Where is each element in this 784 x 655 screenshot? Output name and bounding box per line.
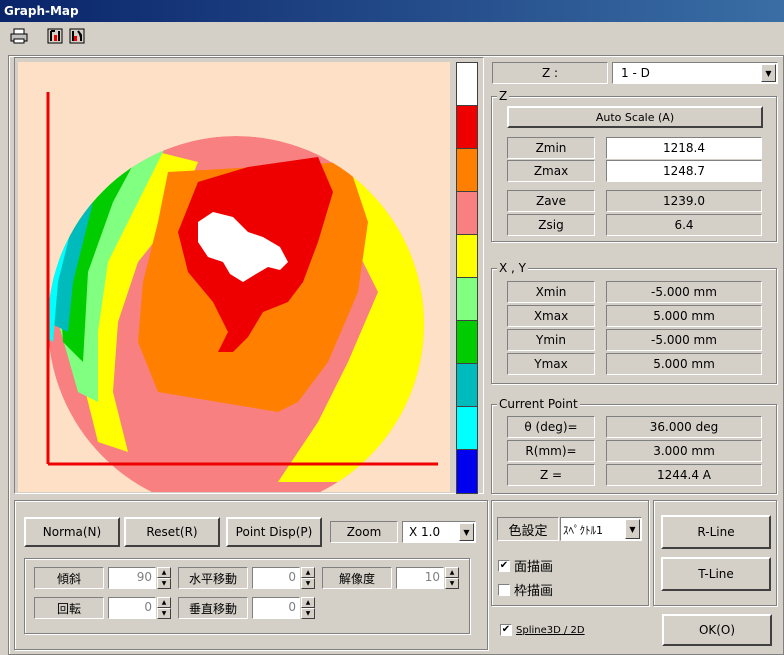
surface-draw-label: 面描画 <box>514 560 554 575</box>
transform-group <box>24 558 470 634</box>
color-swatch <box>457 278 477 321</box>
color-swatch <box>457 106 477 149</box>
zsig-value: 6.4 <box>606 214 762 236</box>
theta-value: 36.000 deg <box>606 416 762 438</box>
zmin-label: Zmin <box>507 137 595 159</box>
color-swatch <box>457 407 477 450</box>
z-select-label: Z : <box>492 62 608 84</box>
xy-group-title: X , Y <box>497 261 528 275</box>
window-title: Graph-Map <box>0 0 784 22</box>
point-disp-button[interactable]: Point Disp(P) <box>226 517 322 547</box>
zave-value: 1239.0 <box>606 190 762 212</box>
resolution-stepper[interactable]: ▲ ▼ <box>445 567 459 589</box>
ymax-label: Ymax <box>507 353 595 375</box>
color-settings-group <box>491 500 649 606</box>
zmin-input[interactable]: 1218.4 <box>606 137 762 159</box>
tilt-label: 傾斜 <box>34 567 104 589</box>
contour-white <box>198 212 288 282</box>
rotate-stepper[interactable]: ▲ ▼ <box>157 597 171 619</box>
color-swatch <box>457 149 477 192</box>
t-line-button[interactable]: T-Line <box>661 557 771 591</box>
tilt-input[interactable]: 90 <box>108 567 156 589</box>
ymin-label: Ymin <box>507 329 595 351</box>
color-swatch <box>457 192 477 235</box>
printer-icon[interactable] <box>8 25 30 47</box>
spline-checkbox[interactable]: ✔ Spline3D / 2D <box>500 624 585 636</box>
color-scheme-value: ｽﾍﾟｸﾄﾙ1 <box>563 524 603 537</box>
xmax-label: Xmax <box>507 305 595 327</box>
xmin-label: Xmin <box>507 281 595 303</box>
z-select-dropdown[interactable]: 1 - D ▼ <box>612 62 778 84</box>
xy-group <box>491 268 777 384</box>
color-settings-label: 色設定 <box>497 517 559 541</box>
tool-icon[interactable] <box>44 25 66 47</box>
xmin-value: -5.000 mm <box>606 281 762 303</box>
check-icon: ✔ <box>498 559 510 572</box>
r-value: 3.000 mm <box>606 440 762 462</box>
chevron-down-icon[interactable]: ▼ <box>761 64 776 82</box>
current-point-group <box>491 404 777 494</box>
zoom-label: Zoom <box>330 521 398 543</box>
r-label: R(mm)= <box>507 440 595 462</box>
surface-draw-checkbox[interactable]: ✔ 面描画 <box>498 556 553 575</box>
ymax-value: 5.000 mm <box>606 353 762 375</box>
tool-settings-icon[interactable] <box>66 25 88 47</box>
theta-label: θ (deg)= <box>507 416 595 438</box>
xmax-value: 5.000 mm <box>606 305 762 327</box>
z-current-value: 1244.4 A <box>606 464 762 486</box>
view-controls-group <box>14 500 488 650</box>
z-group-title: Z <box>497 89 510 103</box>
ok-button[interactable]: OK(O) <box>662 614 772 646</box>
zoom-dropdown[interactable]: X 1.0 ▼ <box>402 521 476 543</box>
vmove-label: 垂直移動 <box>178 597 248 619</box>
vmove-input[interactable]: 0 <box>252 597 300 619</box>
color-swatch <box>457 63 477 106</box>
zoom-value: X 1.0 <box>409 525 441 539</box>
hmove-label: 水平移動 <box>178 567 248 589</box>
check-icon: ✔ <box>500 624 512 636</box>
z-group <box>491 96 777 242</box>
z-current-label: Z = <box>507 464 595 486</box>
frame-draw-label: 枠描画 <box>514 584 554 599</box>
ymin-value: -5.000 mm <box>606 329 762 351</box>
contour-yellow-right <box>278 172 424 482</box>
hmove-input[interactable]: 0 <box>252 567 300 589</box>
color-swatch <box>457 364 477 407</box>
current-point-title: Current Point <box>497 397 580 411</box>
zmax-input[interactable]: 1248.7 <box>606 160 762 182</box>
chevron-down-icon[interactable]: ▼ <box>625 519 640 539</box>
r-line-button[interactable]: R-Line <box>661 515 771 549</box>
resolution-input[interactable]: 10 <box>396 567 444 589</box>
color-swatch <box>457 321 477 364</box>
rotate-input[interactable]: 0 <box>108 597 156 619</box>
color-scale-bar <box>456 62 478 494</box>
color-swatch <box>457 450 477 493</box>
checkbox-empty-icon <box>498 583 510 596</box>
hmove-stepper[interactable]: ▲ ▼ <box>301 567 315 589</box>
normal-button[interactable]: Norma(N) <box>24 517 120 547</box>
line-buttons-group <box>653 500 777 606</box>
frame-draw-checkbox[interactable]: 枠描画 <box>498 580 553 599</box>
map-panel <box>14 57 484 494</box>
resolution-label: 解像度 <box>322 567 392 589</box>
color-swatch <box>457 235 477 278</box>
contour-map[interactable] <box>18 62 450 492</box>
rotate-label: 回転 <box>34 597 104 619</box>
zave-label: Zave <box>507 190 595 212</box>
reset-button[interactable]: Reset(R) <box>124 517 220 547</box>
tilt-stepper[interactable]: ▲ ▼ <box>157 567 171 589</box>
auto-scale-button[interactable]: Auto Scale (A) <box>507 106 763 128</box>
zmax-label: Zmax <box>507 160 595 182</box>
vmove-stepper[interactable]: ▲ ▼ <box>301 597 315 619</box>
color-scheme-dropdown[interactable]: ｽﾍﾟｸﾄﾙ1 ▼ <box>560 517 642 541</box>
zsig-label: Zsig <box>507 214 595 236</box>
spline-label: Spline3D / 2D <box>516 624 585 636</box>
z-select-value: 1 - D <box>621 66 650 80</box>
chevron-down-icon[interactable]: ▼ <box>459 523 474 541</box>
toolbar <box>0 22 784 52</box>
